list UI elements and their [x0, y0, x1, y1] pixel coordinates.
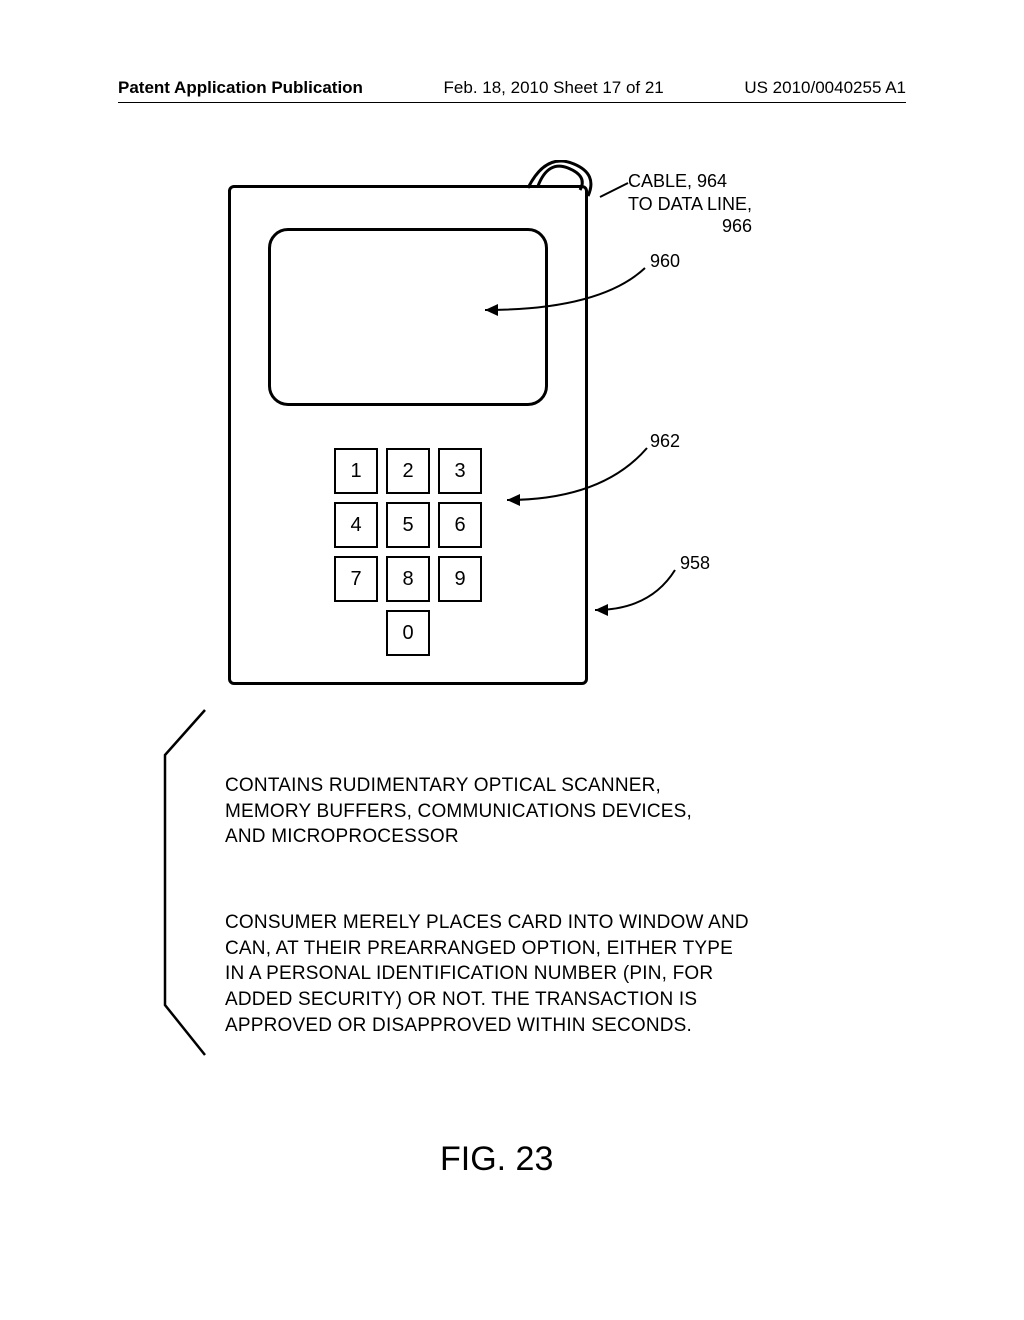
- arrow-962: [492, 440, 662, 510]
- header-right: US 2010/0040255 A1: [744, 78, 906, 98]
- label-cable-line2: TO DATA LINE,: [628, 193, 752, 216]
- device-keypad: 1 2 3 4 5 6 7 8 9 0: [334, 448, 482, 656]
- key-7[interactable]: 7: [334, 556, 378, 602]
- key-3[interactable]: 3: [438, 448, 482, 494]
- header-center: Feb. 18, 2010 Sheet 17 of 21: [444, 78, 664, 98]
- arrow-960: [470, 260, 660, 320]
- key-6[interactable]: 6: [438, 502, 482, 548]
- header-left: Patent Application Publication: [118, 78, 363, 98]
- label-cable-line1: CABLE, 964: [628, 170, 752, 193]
- key-5[interactable]: 5: [386, 502, 430, 548]
- header-rule: [118, 102, 906, 103]
- page-header: Patent Application Publication Feb. 18, …: [0, 78, 1024, 98]
- key-8[interactable]: 8: [386, 556, 430, 602]
- label-cable-line3: 966: [628, 215, 752, 238]
- label-cable: CABLE, 964 TO DATA LINE, 966: [628, 170, 752, 238]
- paragraph-1: CONTAINS RUDIMENTARY OPTICAL SCANNER, ME…: [225, 773, 715, 850]
- key-0[interactable]: 0: [386, 610, 430, 656]
- key-2[interactable]: 2: [386, 448, 430, 494]
- leader-cable: [598, 175, 638, 215]
- figure-label: FIG. 23: [440, 1140, 553, 1179]
- arrow-958: [580, 562, 700, 622]
- paragraph-2: CONSUMER MERELY PLACES CARD INTO WINDOW …: [225, 910, 755, 1038]
- key-1[interactable]: 1: [334, 448, 378, 494]
- bracket-icon: [135, 710, 215, 1060]
- key-4[interactable]: 4: [334, 502, 378, 548]
- key-9[interactable]: 9: [438, 556, 482, 602]
